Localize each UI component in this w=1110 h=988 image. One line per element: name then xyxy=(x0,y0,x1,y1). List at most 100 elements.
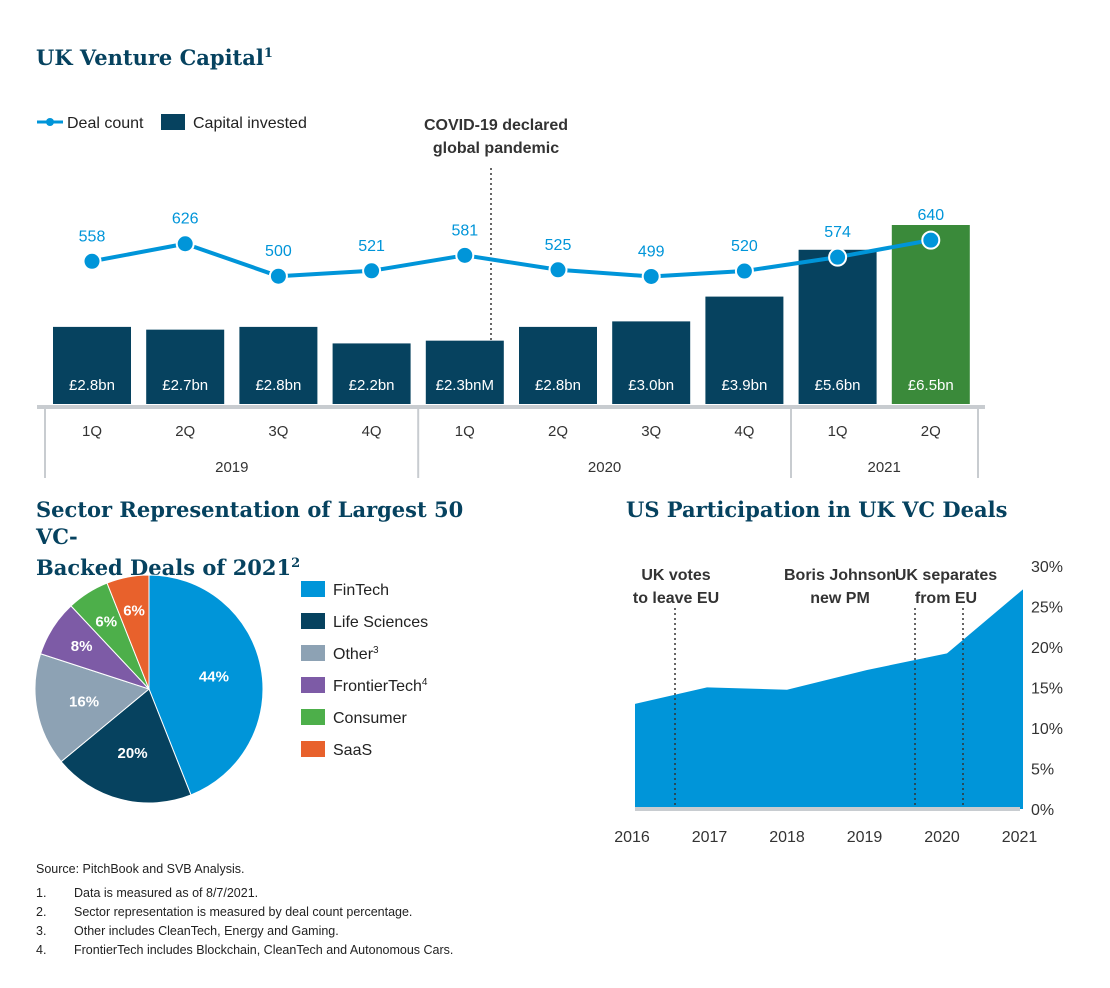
area-y-tick-2: 25% xyxy=(1031,600,1063,617)
capital-bar-label-8: £3.9bn xyxy=(721,377,767,394)
legend-deal-count-label: Deal count xyxy=(67,115,144,132)
sector-title-footnote-ref: 2 xyxy=(291,556,301,571)
area-y-tick-6: 5% xyxy=(1031,762,1054,779)
pie-slice-saas xyxy=(106,574,150,690)
quarter-tick-label-3: 3Q xyxy=(268,423,288,440)
footnote-1-text: Data is measured as of 8/7/2021. xyxy=(74,886,259,900)
footnote-1-number: 1. xyxy=(36,886,47,900)
pie-slice-label-2: 20% xyxy=(118,745,148,762)
capital-bar-6 xyxy=(519,326,597,404)
year-label-2019: 2019 xyxy=(215,459,248,476)
capital-bar-label-9: £5.6bn xyxy=(815,377,861,394)
area-event-markers: UK votes to leave EU Boris Johnson new PM UK… xyxy=(633,567,997,809)
area-axes: 2016 2017 2018 2019 2020 2021 30% 25% 20% 15% 10% 5… xyxy=(614,559,1063,846)
deal-count-point-2 xyxy=(175,234,195,254)
event-label-3-line-1: UK separates xyxy=(895,567,997,584)
area-x-tick-2016: 2016 xyxy=(614,829,650,846)
capital-bar-10 xyxy=(891,225,970,404)
pie-legend-label-3: Other3 xyxy=(333,645,379,663)
area-series xyxy=(635,589,1023,809)
capital-bar-label-7: £3.0bn xyxy=(628,377,674,394)
uk-vc-title-footnote-ref: 1 xyxy=(263,46,273,61)
deal-count-label-2: 626 xyxy=(172,211,199,228)
pie-legend-label-2: Life Sciences xyxy=(333,614,428,631)
deal-count-label-1: 558 xyxy=(79,228,106,245)
capital-bar-7 xyxy=(612,321,691,404)
uk-vc-x-axis: 1Q 2Q 3Q 4Q 1Q 2Q 3Q 4Q 1Q 2Q 2019 2020 2021 xyxy=(37,405,985,478)
legend-deal-count-swatch-dot xyxy=(46,118,54,126)
pie-legend-sup-4: 4 xyxy=(422,677,428,688)
area-y-tick-4: 15% xyxy=(1031,681,1063,698)
pie-legend: FinTech Life Sciences Other3 FrontierTech4 C… xyxy=(301,581,428,759)
capital-bar-8 xyxy=(705,296,784,404)
capital-bar-label-4: £2.2bn xyxy=(349,377,395,394)
quarter-tick-label-6: 2Q xyxy=(548,423,568,440)
pie-legend-label-1: FinTech xyxy=(333,582,389,599)
area-x-tick-2017: 2017 xyxy=(692,829,728,846)
event-label-1-line-2: to leave EU xyxy=(633,590,719,607)
quarter-tick-label-10: 2Q xyxy=(921,423,941,440)
legend-capital-invested-label: Capital invested xyxy=(193,115,307,132)
uk-vc-chart-title: UK Venture Capital1 xyxy=(36,40,273,71)
area-y-tick-7: 0% xyxy=(1031,802,1054,819)
deal-count-label-9: 574 xyxy=(824,224,851,241)
event-label-3-line-2: from EU xyxy=(915,590,977,607)
footnote-3-number: 3. xyxy=(36,924,47,938)
deal-count-point-4 xyxy=(362,261,382,281)
capital-bar-2 xyxy=(146,329,225,404)
capital-bar-4 xyxy=(332,343,411,404)
pie-legend-swatch-1 xyxy=(301,581,325,597)
capital-invested-bars: £2.8bn £2.7bn £2.8bn £2.2bn £2.3bnM £2.8bn £3.… xyxy=(53,225,970,404)
capital-bar-5 xyxy=(425,340,504,404)
pie-legend-label-6: SaaS xyxy=(333,742,372,759)
pie-legend-sup-3: 3 xyxy=(373,645,379,656)
deal-count-label-7: 499 xyxy=(638,243,665,260)
deal-count-point-9 xyxy=(828,247,848,267)
pie-legend-swatch-2 xyxy=(301,613,325,629)
deal-count-label-3: 500 xyxy=(265,243,292,260)
area-x-tick-2018: 2018 xyxy=(769,829,805,846)
quarter-tick-label-8: 4Q xyxy=(734,423,754,440)
quarter-tick-label-2: 2Q xyxy=(175,423,195,440)
pie-slice-label-4: 8% xyxy=(71,638,93,655)
deal-count-point-8 xyxy=(734,261,754,281)
covid-annotation: COVID-19 declared global pandemic xyxy=(424,117,568,340)
legend-capital-invested-swatch xyxy=(161,114,185,130)
event-label-1-line-1: UK votes xyxy=(641,567,710,584)
deal-count-point-10 xyxy=(921,230,941,250)
deal-count-point-7 xyxy=(641,266,661,286)
quarter-tick-label-5: 1Q xyxy=(455,423,475,440)
pie-legend-swatch-5 xyxy=(301,709,325,725)
year-label-2021: 2021 xyxy=(868,459,901,476)
deal-count-label-4: 521 xyxy=(358,238,385,255)
pie-legend-swatch-6 xyxy=(301,741,325,757)
quarter-tick-label-9: 1Q xyxy=(828,423,848,440)
deal-count-point-1 xyxy=(82,251,102,271)
pie-legend-swatch-3 xyxy=(301,645,325,661)
area-y-tick-1: 30% xyxy=(1031,559,1063,576)
capital-bar-label-6: £2.8bn xyxy=(535,377,581,394)
area-y-tick-3: 20% xyxy=(1031,640,1063,657)
us-participation-title: US Participation in UK VC Deals xyxy=(626,497,1008,522)
footnote-4-text: FrontierTech includes Blockchain, CleanT… xyxy=(74,943,454,957)
capital-bar-3 xyxy=(239,326,318,404)
uk-vc-legend: Deal count Capital invested xyxy=(37,114,307,132)
event-label-2-line-1: Boris Johnson xyxy=(784,567,896,584)
area-x-tick-2019: 2019 xyxy=(847,829,883,846)
footnote-2-number: 2. xyxy=(36,905,47,919)
pie-legend-label-5: Consumer xyxy=(333,710,407,727)
deal-count-line: 558 626 500 521 581 525 499 520 574 640 xyxy=(79,207,944,286)
us-participation-area-chart: UK votes to leave EU Boris Johnson new PM UK… xyxy=(614,559,1063,846)
sector-title-line-1: Sector Representation of Largest 50 VC- xyxy=(36,497,464,549)
deal-count-point-6 xyxy=(548,260,568,280)
area-x-tick-2021: 2021 xyxy=(1002,829,1038,846)
year-label-2020: 2020 xyxy=(588,459,621,476)
us-participation-area xyxy=(635,589,1023,809)
capital-bar-label-2: £2.7bn xyxy=(162,377,208,394)
covid-annotation-line-1: COVID-19 declared xyxy=(424,117,568,134)
quarter-tick-label-7: 3Q xyxy=(641,423,661,440)
event-label-2-line-2: new PM xyxy=(810,590,870,607)
pie-legend-swatch-4 xyxy=(301,677,325,693)
capital-bar-1 xyxy=(53,326,131,404)
pie-slice-label-6: 6% xyxy=(123,603,145,620)
